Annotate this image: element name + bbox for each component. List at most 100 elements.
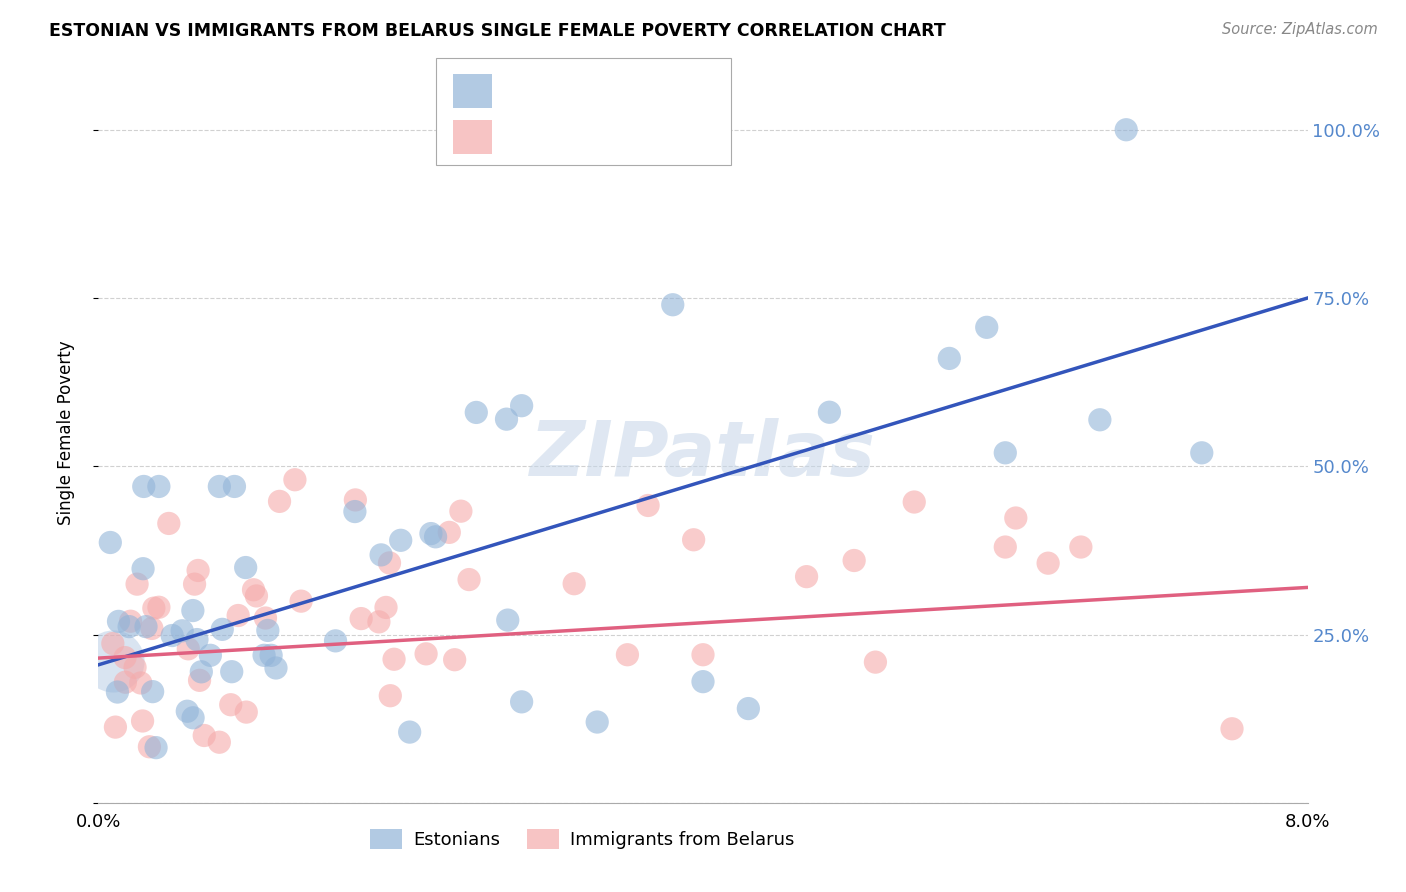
Point: [211, 623, 233, 637]
Point: [176, 704, 198, 718]
Point: [496, 613, 519, 627]
Point: [101, 636, 124, 650]
Point: [193, 729, 215, 743]
Point: [661, 298, 683, 312]
Point: [562, 576, 585, 591]
Point: [226, 608, 249, 623]
Point: [104, 720, 127, 734]
Legend: Estonians, Immigrants from Belarus: Estonians, Immigrants from Belarus: [363, 822, 801, 856]
Point: [737, 701, 759, 715]
Point: [439, 525, 461, 540]
Point: [370, 548, 392, 562]
Point: [245, 589, 267, 603]
Point: [188, 673, 211, 688]
Point: [160, 628, 183, 642]
Point: [389, 533, 412, 548]
Point: [865, 655, 887, 669]
Point: [1191, 446, 1213, 460]
Point: [114, 650, 136, 665]
Point: [98, 535, 121, 549]
Point: [692, 648, 714, 662]
Text: ZIPatlas: ZIPatlas: [530, 417, 876, 491]
Point: [120, 614, 142, 628]
Point: [818, 405, 841, 419]
Point: [1070, 540, 1092, 554]
Point: [443, 653, 465, 667]
Point: [350, 611, 373, 625]
Point: [142, 601, 165, 615]
Point: [284, 473, 307, 487]
Point: [124, 660, 146, 674]
Point: [586, 714, 609, 729]
Point: [219, 698, 242, 712]
Point: [367, 615, 389, 629]
Point: [208, 479, 231, 493]
Point: [177, 641, 200, 656]
Point: [253, 648, 276, 663]
Point: [157, 516, 180, 531]
Point: [142, 684, 165, 698]
Point: [129, 676, 152, 690]
Point: [375, 600, 398, 615]
Point: [125, 577, 148, 591]
Point: [235, 705, 257, 719]
Point: [495, 412, 517, 426]
Point: [221, 665, 243, 679]
Point: [269, 494, 291, 508]
Point: [145, 740, 167, 755]
Point: [208, 735, 231, 749]
Point: [994, 446, 1017, 460]
Point: [343, 504, 366, 518]
Point: [344, 492, 367, 507]
Point: [938, 351, 960, 366]
Point: [510, 399, 533, 413]
Point: [181, 711, 204, 725]
Point: [138, 739, 160, 754]
Point: [637, 499, 659, 513]
Point: [132, 562, 155, 576]
Point: [172, 624, 194, 638]
Point: [510, 695, 533, 709]
Point: [254, 611, 277, 625]
Text: R =  0.594   N = 50: R = 0.594 N = 50: [506, 81, 690, 101]
Point: [256, 624, 278, 638]
Point: [458, 573, 481, 587]
Point: [290, 594, 312, 608]
Point: [260, 648, 283, 663]
Point: [200, 648, 222, 663]
Point: [380, 689, 402, 703]
Point: [616, 648, 638, 662]
Y-axis label: Single Female Poverty: Single Female Poverty: [56, 341, 75, 524]
Point: [692, 674, 714, 689]
Text: ESTONIAN VS IMMIGRANTS FROM BELARUS SINGLE FEMALE POVERTY CORRELATION CHART: ESTONIAN VS IMMIGRANTS FROM BELARUS SING…: [49, 22, 946, 40]
Point: [903, 495, 925, 509]
Point: [1088, 413, 1111, 427]
Point: [420, 526, 443, 541]
Point: [114, 675, 136, 690]
Point: [135, 619, 157, 633]
Point: [1115, 122, 1137, 136]
Point: [1036, 556, 1059, 570]
Point: [107, 685, 129, 699]
Point: [224, 479, 246, 493]
Point: [325, 633, 347, 648]
Point: [398, 725, 420, 739]
Point: [378, 556, 401, 570]
Point: [844, 553, 866, 567]
Point: [235, 560, 257, 574]
Point: [148, 479, 170, 493]
Point: [994, 540, 1017, 554]
Point: [465, 405, 488, 419]
Point: [264, 661, 287, 675]
Point: [141, 622, 163, 636]
Point: [181, 603, 204, 617]
Point: [131, 714, 153, 728]
Point: [148, 600, 170, 615]
Point: [132, 479, 155, 493]
Point: [1220, 722, 1243, 736]
Point: [425, 530, 447, 544]
Point: [796, 569, 818, 583]
Point: [976, 320, 998, 334]
Point: [183, 577, 205, 591]
Point: [186, 632, 208, 647]
